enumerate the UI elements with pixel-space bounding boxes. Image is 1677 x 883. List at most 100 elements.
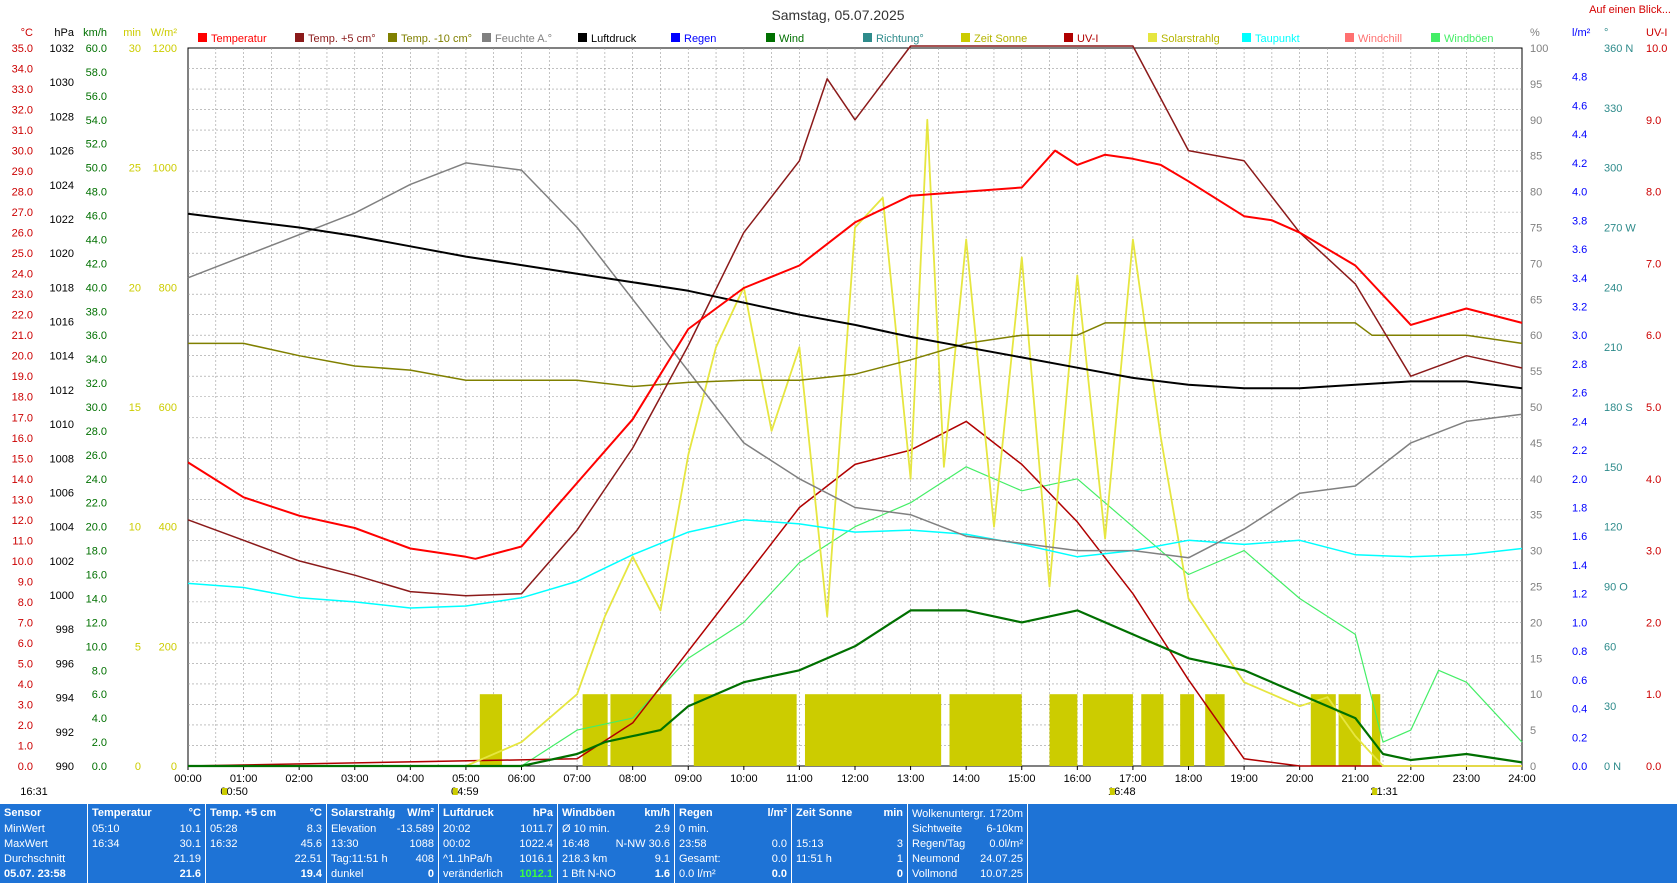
y-tick-label: 9.0 (1646, 115, 1661, 127)
stats-row: 05:28 8.3 (210, 823, 322, 835)
y-tick-label: 70 (1530, 258, 1542, 270)
y-tick-label: 1000 (153, 163, 177, 175)
y-tick-label: 20.0 (12, 351, 33, 363)
y-tick-label: 1032 (50, 43, 74, 55)
y-tick-label: 3.0 (1572, 330, 1587, 342)
stats-row: 0.0 l/m² 0.0 (679, 868, 787, 880)
y-tick-label: 35.0 (12, 43, 33, 55)
y-tick-label: 0 N (1604, 761, 1621, 773)
y-tick-label: 7.0 (1646, 258, 1661, 270)
legend-swatch (1148, 33, 1157, 42)
series-lines (187, 45, 1523, 768)
y-tick-label: 28.0 (12, 187, 33, 199)
x-tick-label: 12:00 (841, 773, 869, 785)
y-tick-label: 0.6 (1572, 675, 1587, 687)
time-marker-label: 16:48 (1108, 786, 1136, 798)
zeit-sonne-bar (479, 694, 503, 766)
y-tick-label: 30 (1530, 546, 1542, 558)
legend-swatch (1431, 33, 1440, 42)
series-temp-5-cm-line (187, 45, 1523, 597)
time-marker-label: 21:31 (1370, 786, 1398, 798)
y-axis-unit: hPa (54, 27, 74, 39)
legend-swatch (578, 33, 587, 42)
y-tick-label: 25 (129, 163, 141, 175)
zeit-sonne-bar (1310, 694, 1336, 766)
y-tick-label: 14.0 (12, 474, 33, 486)
overview-link[interactable]: Auf einen Blick... (1589, 4, 1671, 16)
y-tick-label: 80 (1530, 187, 1542, 199)
zeit-sonne-bar (1371, 694, 1381, 766)
y-tick-label: 8.0 (1646, 187, 1661, 199)
y-tick-label: 1022 (50, 214, 74, 226)
stats-temp5-head: Temp. +5 cm °C (210, 807, 322, 819)
time-marker-icon (452, 788, 458, 795)
y-tick-label: 26.0 (86, 450, 107, 462)
stats-wind-head: Windböen km/h (562, 807, 670, 819)
y-tick-label: 9.0 (18, 576, 33, 588)
x-tick-label: 23:00 (1453, 773, 1481, 785)
stats-sensor-row: Durchschnitt (4, 853, 66, 865)
stats-sensor-row: 05.07. 23:58 (4, 868, 66, 880)
y-tick-label: 22.0 (12, 310, 33, 322)
y-tick-label: 1026 (50, 146, 74, 158)
zeit-sonne-bar (693, 694, 797, 766)
y-tick-label: 60.0 (86, 43, 107, 55)
y-tick-label: 4.8 (1572, 72, 1587, 84)
y-tick-label: 2.0 (1646, 617, 1661, 629)
stats-row: Vollmond 10.07.25 (912, 868, 1023, 880)
stats-row: 0 min. (679, 823, 709, 835)
stats-row: 23:58 0.0 (679, 838, 787, 850)
y-tick-label: 1.0 (1646, 689, 1661, 701)
x-tick-label: 18:00 (1175, 773, 1203, 785)
stats-sensor-head: Sensor (4, 807, 42, 819)
stats-row: 16:34 30.1 (92, 838, 201, 850)
y-tick-label: 150 (1604, 462, 1622, 474)
y-tick-label: 1.8 (1572, 503, 1587, 515)
x-tick-label: 00:00 (174, 773, 202, 785)
y-tick-label: 85 (1530, 151, 1542, 163)
y-tick-label: 15 (129, 402, 141, 414)
legend-swatch (1345, 33, 1354, 42)
y-tick-label: 0.0 (92, 761, 107, 773)
y-tick-label: 28.0 (86, 426, 107, 438)
time-marker-icon (222, 788, 228, 795)
y-tick-label: 35 (1530, 510, 1542, 522)
y-tick-label: 2.0 (92, 737, 107, 749)
y-tick-label: 992 (56, 727, 74, 739)
legend-label: Windchill (1358, 33, 1402, 45)
y-tick-label: 56.0 (86, 91, 107, 103)
legend-label: Taupunkt (1255, 33, 1300, 45)
y-tick-label: 800 (159, 282, 177, 294)
stats-row: 15:13 3 (796, 838, 903, 850)
stats-solar-head: Solarstrahlg W/m² (331, 807, 434, 819)
legend: Temperatur Temp. +5 cm° Temp. -10 cm° Feuch… (198, 33, 1494, 45)
legend-label: Richtung° (876, 33, 924, 45)
time-marker-label: 00:50 (220, 786, 248, 798)
y-tick-label: 50 (1530, 402, 1542, 414)
y-tick-label: 29.0 (12, 166, 33, 178)
legend-label: Temp. -10 cm° (401, 33, 472, 45)
legend-label: Luftdruck (591, 33, 637, 45)
y-axis-unit: UV-I (1646, 27, 1667, 39)
y-tick-label: 46.0 (86, 211, 107, 223)
zeit-sonne-bar (1082, 694, 1133, 766)
y-axis-unit: °C (21, 27, 33, 39)
zeit-sonne-bar (582, 694, 608, 766)
y-tick-label: 38.0 (86, 306, 107, 318)
y-tick-label: 10.0 (86, 641, 107, 653)
y-tick-label: 34.0 (86, 354, 107, 366)
y-tick-label: 15.0 (12, 453, 33, 465)
y-tick-label: 40 (1530, 474, 1542, 486)
y-tick-label: 25.0 (12, 248, 33, 260)
y-tick-label: 12.0 (12, 515, 33, 527)
y-axis-unit: km/h (83, 27, 107, 39)
x-tick-label: 10:00 (730, 773, 758, 785)
y-tick-label: 32.0 (86, 378, 107, 390)
time-markers: 16:31 00:50 04:59 16:48 21:31 (20, 786, 1398, 798)
y-tick-label: 27.0 (12, 207, 33, 219)
y-tick-label: 52.0 (86, 139, 107, 151)
y-tick-label: 0 (171, 761, 177, 773)
zeit-sonne-bar (949, 694, 1022, 766)
stats-info-col: Wolkenuntergr. 1720m Sichtweite 6-10km Reg… (908, 804, 1028, 883)
